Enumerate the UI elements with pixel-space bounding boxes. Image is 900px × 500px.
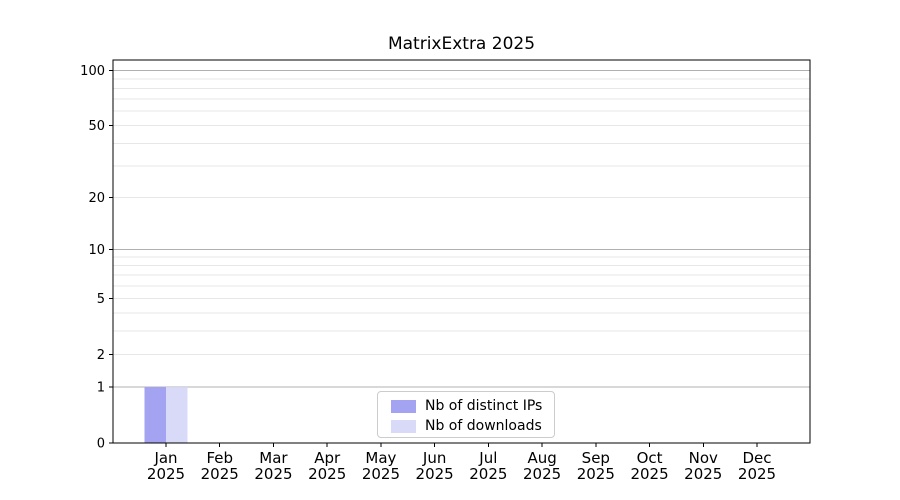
legend: Nb of distinct IPs Nb of downloads: [377, 391, 555, 438]
x-tick-label-year: 2025: [469, 465, 507, 483]
x-tick-label-month: Mar: [259, 449, 288, 467]
x-tick-label-year: 2025: [630, 465, 668, 483]
x-tick-label-month: May: [365, 449, 396, 467]
legend-item-downloads: Nb of downloads: [391, 416, 554, 436]
legend-swatch-distinct-ips: [391, 399, 416, 413]
y-tick-label: 100: [80, 64, 105, 79]
x-tick-label-year: 2025: [362, 465, 400, 483]
legend-item-distinct-ips: Nb of distinct IPs: [391, 396, 554, 416]
y-tick-label: 0: [97, 437, 105, 452]
y-tick-label: 1: [97, 381, 105, 396]
chart-title: MatrixExtra 2025: [387, 34, 536, 54]
x-tick-label-month: Jul: [478, 449, 497, 467]
x-tick-label-year: 2025: [738, 465, 776, 483]
x-tick-label-month: Nov: [689, 449, 718, 467]
legend-swatch-downloads: [391, 419, 416, 433]
x-tick-label-month: Dec: [742, 449, 771, 467]
bars: [144, 387, 188, 443]
x-tick-label-year: 2025: [684, 465, 722, 483]
x-tick-label-month: Oct: [637, 449, 663, 467]
legend-label-downloads: Nb of downloads: [425, 418, 542, 434]
plot-border: [112, 59, 811, 444]
x-tick-label-year: 2025: [254, 465, 292, 483]
y-tick-label: 5: [97, 292, 105, 307]
y-axis-ticks: 0 1 2 5 10 20 50 100: [80, 64, 113, 452]
x-tick-label-month: Jan: [153, 449, 177, 467]
y-major-gridlines: [113, 70, 810, 388]
x-tick-label-year: 2025: [308, 465, 346, 483]
bar-nb-of-distinct-ips-jan: [144, 387, 166, 443]
x-tick-label-month: Sep: [582, 449, 610, 467]
y-tick-label: 10: [88, 243, 105, 258]
legend-label-distinct-ips: Nb of distinct IPs: [425, 398, 543, 414]
x-tick-label-month: Jun: [422, 449, 446, 467]
x-tick-label-year: 2025: [147, 465, 185, 483]
x-tick-label-year: 2025: [577, 465, 615, 483]
bar-nb-of-downloads-jan: [166, 387, 188, 443]
x-tick-label-month: Feb: [206, 449, 233, 467]
x-axis-ticks: Jan2025Feb2025Mar2025Apr2025May2025Jun20…: [147, 443, 776, 483]
x-tick-label-year: 2025: [523, 465, 561, 483]
y-tick-label: 50: [88, 119, 105, 134]
x-tick-label-month: Apr: [314, 449, 341, 467]
x-tick-label-year: 2025: [416, 465, 454, 483]
x-tick-label-year: 2025: [201, 465, 239, 483]
y-minor-gridlines: [113, 78, 810, 355]
x-tick-label-month: Aug: [527, 449, 556, 467]
y-tick-label: 2: [97, 348, 105, 363]
y-tick-label: 20: [88, 191, 105, 206]
